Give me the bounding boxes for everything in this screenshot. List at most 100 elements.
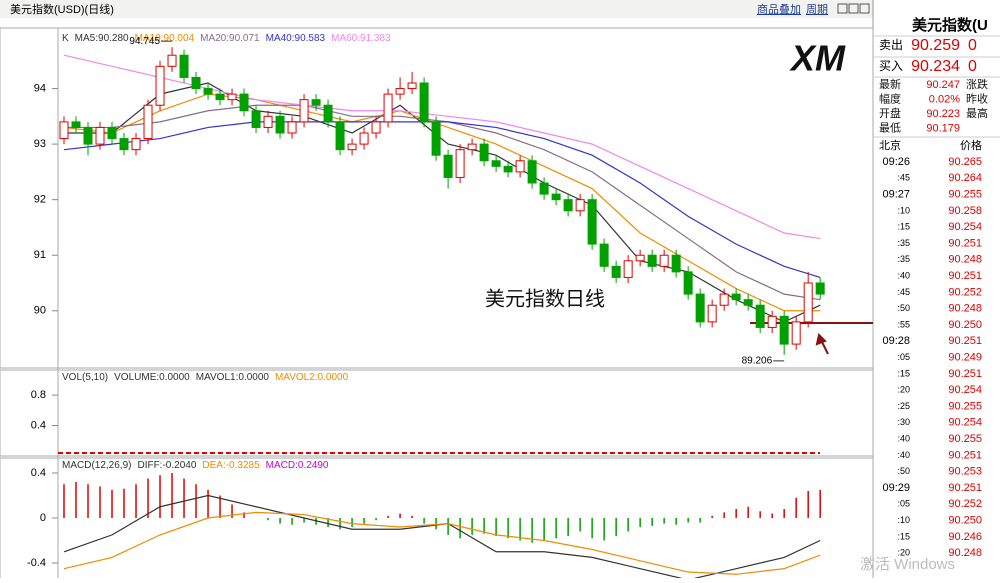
y-tick-label: 92	[34, 194, 46, 206]
quote-change: 0	[968, 37, 977, 54]
tick-time: :50	[897, 466, 910, 476]
stat: 90.247	[926, 79, 960, 91]
candle-body	[755, 304, 765, 328]
candle-body	[287, 121, 297, 134]
candle-body	[119, 138, 129, 151]
tick-price: 90.253	[948, 466, 982, 478]
legend-entry: DIFF:-0.2040	[137, 460, 196, 471]
candle-body	[311, 99, 321, 106]
tick-price: 90.251	[948, 270, 982, 282]
candle-body	[707, 304, 717, 323]
tick-time: :15	[897, 531, 910, 541]
candle-body	[347, 143, 357, 151]
tick-price: 90.258	[948, 205, 982, 217]
candle-body	[299, 99, 309, 123]
tick-time: :25	[897, 401, 910, 411]
stat: 90.179	[926, 122, 960, 134]
tick-time: :35	[897, 238, 910, 248]
tick-time: :40	[897, 270, 910, 280]
candle-body	[671, 254, 681, 273]
ma-line	[64, 82, 821, 323]
candle-body	[575, 199, 585, 212]
candle-body	[479, 143, 489, 162]
legend-entry: MA60:91.383	[331, 33, 391, 44]
candle-body	[467, 143, 477, 151]
tick-time: :40	[897, 450, 910, 460]
ma-line	[63, 494, 821, 581]
ma-line	[63, 121, 821, 279]
volume-pane	[0, 369, 874, 457]
candle-body	[71, 121, 81, 128]
stat: 最高	[966, 106, 988, 120]
candle-body	[419, 82, 429, 123]
candle-body	[371, 121, 381, 134]
candle-body	[599, 243, 609, 267]
candle-body	[551, 193, 561, 201]
candle-body	[791, 321, 801, 345]
candle-body	[227, 93, 237, 101]
legend-entry: MACD(12,26,9)	[62, 460, 131, 471]
candle-body	[815, 282, 825, 295]
tick-price: 90.251	[948, 237, 982, 249]
candle-body	[611, 265, 621, 278]
legend-entry: K	[62, 33, 69, 44]
tick-price: 90.251	[948, 368, 982, 380]
candle-body	[383, 93, 393, 123]
tick-price: 90.255	[948, 189, 982, 201]
candle-body	[443, 154, 453, 178]
link[interactable]: 周期	[806, 3, 828, 16]
candle-body	[239, 93, 249, 112]
candle-body	[335, 121, 345, 151]
y-tick-label: 0.4	[31, 419, 46, 431]
legend-entry: DEA:-0.3285	[202, 460, 260, 471]
price-pane	[0, 27, 874, 369]
tick-price: 90.255	[948, 433, 982, 445]
candle-body	[743, 299, 753, 306]
candle-body	[407, 82, 417, 90]
quote-price: 90.234	[911, 58, 960, 75]
stat: 开盘	[879, 106, 901, 120]
tick-price: 90.254	[948, 221, 982, 233]
tick-time: :55	[897, 319, 910, 329]
candle-body	[143, 104, 153, 140]
candle-body	[263, 115, 273, 128]
legend-entry: VOLUME:0.0000	[114, 372, 190, 383]
tick-time: 09:26	[882, 156, 910, 168]
window-buttons[interactable]	[837, 3, 870, 14]
candle-body	[203, 88, 213, 95]
tick-price: 90.254	[948, 384, 982, 396]
legend-entry: VOL(5,10)	[62, 372, 108, 383]
tick-price: 90.254	[948, 417, 982, 429]
y-tick-label: 91	[34, 249, 46, 261]
candle-body	[251, 110, 261, 128]
candle-body	[503, 165, 513, 173]
y-tick-label: 0.4	[31, 467, 46, 479]
stat: 幅度	[879, 91, 901, 105]
tick-time: :15	[897, 368, 910, 378]
tick-time: :05	[897, 352, 910, 362]
tick-time: 09:29	[882, 482, 910, 494]
quote-label: 卖出	[879, 38, 903, 52]
tick-price: 90.264	[948, 172, 982, 184]
candle-body	[491, 160, 501, 167]
legend-entry: MA5:90.280	[75, 33, 129, 44]
tick-price: 90.255	[948, 400, 982, 412]
legend-entry: MAVOL2:0.0000	[275, 372, 349, 383]
y-tick-label: 94	[34, 82, 46, 94]
ma-line	[63, 54, 821, 240]
candle-body	[587, 199, 597, 245]
legend-entry: MA40:90.583	[266, 33, 326, 44]
tick-price: 90.250	[948, 515, 982, 527]
tick-time: :05	[897, 499, 910, 509]
ma-line	[63, 511, 821, 575]
candle-body	[83, 126, 93, 145]
candle-body	[59, 121, 69, 140]
quote-title: 美元指数(U	[912, 16, 988, 34]
quote-change: 0	[968, 58, 977, 75]
candle-body	[191, 76, 201, 90]
link[interactable]: 商品叠加	[757, 2, 801, 16]
tick-time: :50	[897, 303, 910, 313]
candle-body	[359, 132, 369, 145]
